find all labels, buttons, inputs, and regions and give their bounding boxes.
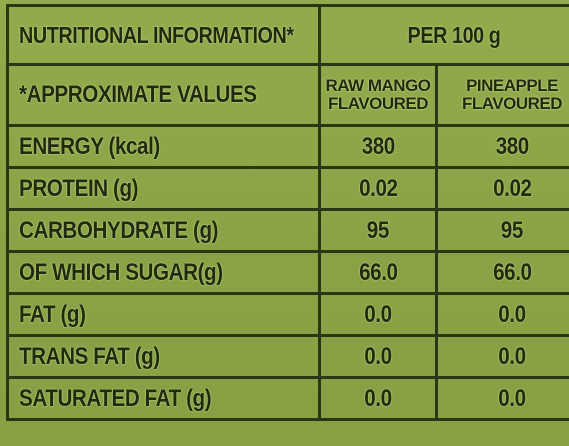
table-cell: SATURATED FAT (g): [6, 376, 321, 421]
table-cell: 0.0: [435, 292, 569, 337]
nutrient-value: 0.0: [364, 300, 392, 328]
nutrient-name: FAT (g): [19, 300, 86, 328]
table-cell: TRANS FAT (g): [6, 334, 321, 379]
nutrient-value: 0.0: [498, 384, 526, 412]
nutrient-value: 380: [361, 132, 395, 160]
nutrient-name: PROTEIN (g): [19, 174, 139, 202]
nutrition-table: NUTRITIONAL INFORMATION* PER 100 g *APPR…: [6, 4, 569, 421]
table-cell: 0.0: [435, 376, 569, 421]
nutrient-value: 95: [366, 216, 390, 244]
table-cell: 0.0: [435, 334, 569, 379]
table-cell: 66.0: [318, 250, 438, 295]
table-cell: 380: [318, 124, 438, 169]
nutrient-value: 0.02: [492, 174, 532, 202]
table-cell: FAT (g): [6, 292, 321, 337]
table-cell: 66.0: [435, 250, 569, 295]
table-row: CARBOHYDRATE (g) 95 95: [6, 208, 569, 253]
nutrient-name: CARBOHYDRATE (g): [19, 216, 219, 244]
column-name: PINEAPPLE FLAVOURED: [461, 76, 563, 113]
table-cell: 95: [318, 208, 438, 253]
header-cell: PER 100 g: [318, 4, 569, 66]
table-row: OF WHICH SUGAR(g) 66.0 66.0: [6, 250, 569, 295]
table-cell: 0.0: [318, 376, 438, 421]
header-unit: PER 100 g: [407, 21, 500, 48]
table-cell: 380: [435, 124, 569, 169]
nutrient-value: 0.0: [364, 384, 392, 412]
table-cell: PROTEIN (g): [6, 166, 321, 211]
header-title: NUTRITIONAL INFORMATION*: [19, 21, 294, 48]
table-cell: 0.0: [318, 334, 438, 379]
table-cell: 0.0: [318, 292, 438, 337]
nutrient-name: OF WHICH SUGAR(g): [19, 258, 223, 286]
subheader-cell: *APPROXIMATE VALUES: [6, 63, 321, 127]
nutrient-name: SATURATED FAT (g): [19, 384, 212, 412]
nutrient-value: 95: [500, 216, 524, 244]
table-cell: 0.02: [435, 166, 569, 211]
subheader-cell: RAW MANGO FLAVOURED: [318, 63, 438, 127]
subheader-label: *APPROXIMATE VALUES: [19, 81, 257, 108]
header-cell: NUTRITIONAL INFORMATION*: [6, 4, 321, 66]
table-row: TRANS FAT (g) 0.0 0.0: [6, 334, 569, 379]
nutrient-value: 0.02: [358, 174, 398, 202]
table-cell: CARBOHYDRATE (g): [6, 208, 321, 253]
nutrient-value: 66.0: [492, 258, 532, 286]
nutrient-value: 0.0: [364, 342, 392, 370]
nutrient-value: 66.0: [358, 258, 398, 286]
subheader-row: *APPROXIMATE VALUES RAW MANGO FLAVOURED …: [6, 63, 569, 127]
nutrient-value: 0.0: [498, 342, 526, 370]
subheader-cell: PINEAPPLE FLAVOURED: [435, 63, 569, 127]
table-row: PROTEIN (g) 0.02 0.02: [6, 166, 569, 211]
nutrient-value: 380: [495, 132, 529, 160]
table-body: NUTRITIONAL INFORMATION* PER 100 g *APPR…: [6, 4, 569, 421]
header-row: NUTRITIONAL INFORMATION* PER 100 g: [6, 4, 569, 66]
table-row: FAT (g) 0.0 0.0: [6, 292, 569, 337]
column-name: RAW MANGO FLAVOURED: [325, 76, 431, 113]
nutrient-name: TRANS FAT (g): [19, 342, 160, 370]
table-row: SATURATED FAT (g) 0.0 0.0: [6, 376, 569, 421]
table-cell: 0.02: [318, 166, 438, 211]
nutrient-name: ENERGY (kcal): [19, 132, 160, 160]
table-cell: OF WHICH SUGAR(g): [6, 250, 321, 295]
table-row: ENERGY (kcal) 380 380: [6, 124, 569, 169]
table-cell: ENERGY (kcal): [6, 124, 321, 169]
nutrient-value: 0.0: [498, 300, 526, 328]
table-cell: 95: [435, 208, 569, 253]
